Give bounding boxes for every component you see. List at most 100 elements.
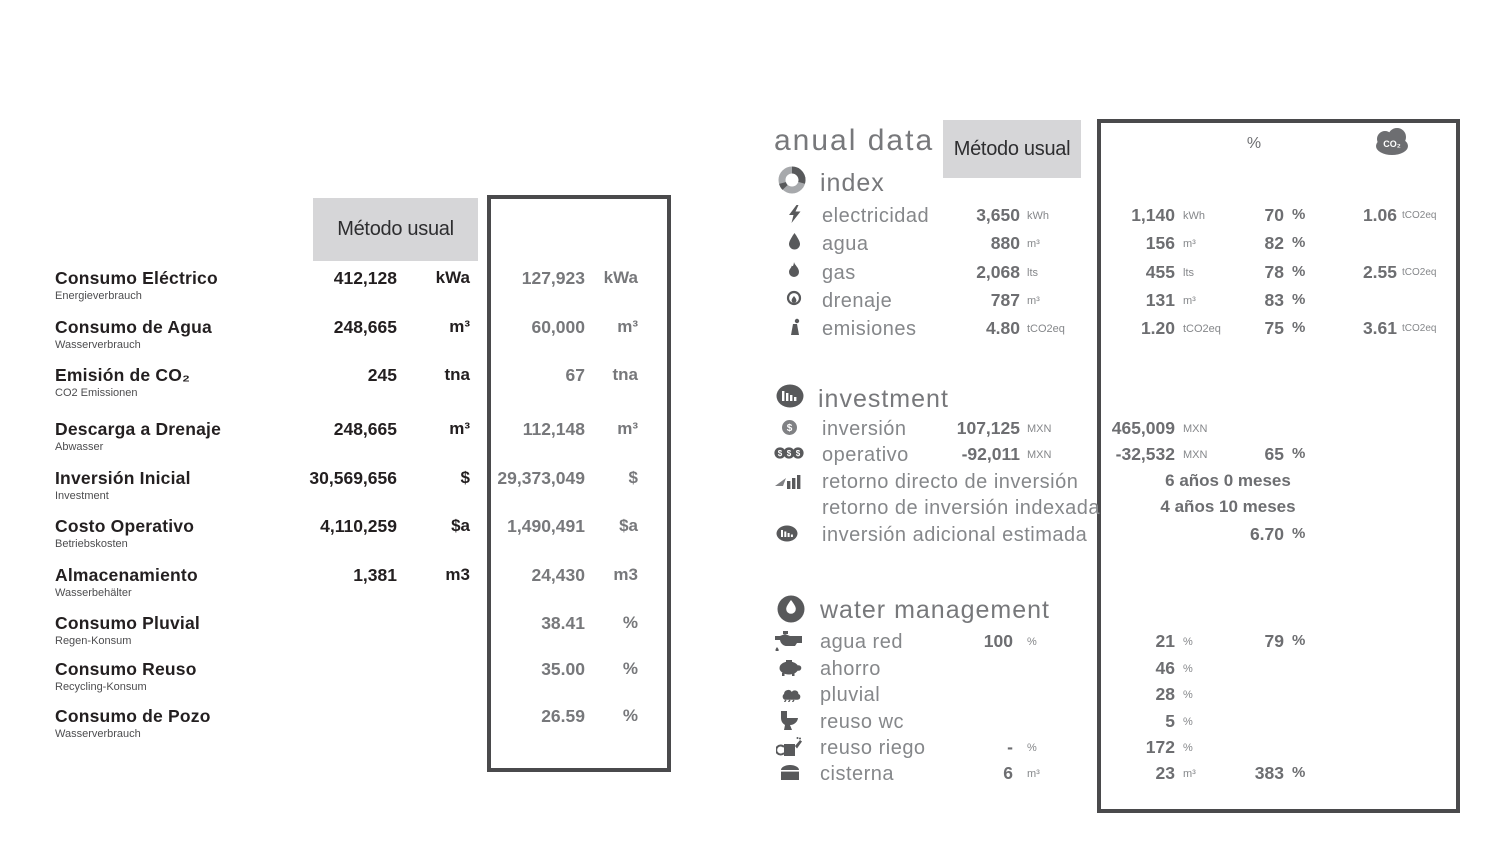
index-row-label: agua	[822, 233, 869, 255]
box-unit: %	[1183, 663, 1193, 675]
dollar-glyph: $	[787, 449, 792, 458]
investment-section-title: investment	[818, 385, 949, 413]
co2-unit: tCO2eq	[1402, 210, 1437, 221]
investment-value: 107,125	[956, 418, 1020, 438]
index-unit: tCO2eq	[1027, 323, 1065, 335]
gas-flame-icon	[787, 262, 801, 279]
row-sublabel: Abwasser	[55, 441, 104, 453]
alt-value: 29,373,049	[497, 468, 585, 488]
pct-symbol: %	[1292, 319, 1306, 336]
usual-value: 30,569,656	[309, 468, 397, 488]
box-unit: %	[1183, 636, 1193, 648]
pct-value: 65	[1264, 444, 1284, 464]
box-unit: MXN	[1183, 423, 1208, 435]
annual-data-title: anual data	[774, 124, 935, 157]
alt-unit: m3	[613, 565, 638, 584]
cistern-icon	[779, 764, 801, 781]
box-value: -32,532	[1115, 444, 1175, 464]
co2-value: 1.06	[1362, 205, 1397, 225]
pct-value: 6.70	[1249, 524, 1284, 544]
co2-value: 2.55	[1362, 262, 1397, 282]
row-label: Consumo Pluvial	[55, 613, 200, 633]
row-label: Costo Operativo	[55, 516, 195, 536]
alt-method-box-left	[487, 195, 671, 772]
alt-value: 127,923	[521, 268, 585, 288]
box-value: 21	[1155, 631, 1175, 651]
index-unit: kWh	[1027, 210, 1049, 222]
box-unit: kWh	[1183, 210, 1205, 222]
usual-unit: $a	[451, 516, 470, 535]
box-unit: lts	[1183, 267, 1194, 279]
box-unit: %	[1183, 716, 1193, 728]
alt-unit: %	[622, 613, 638, 632]
index-value: 880	[990, 233, 1020, 253]
investment-chart-icon	[776, 384, 804, 408]
investment-row-label: inversión	[822, 418, 907, 440]
index-value: 4.80	[985, 318, 1020, 338]
index-value: 3,650	[976, 205, 1020, 225]
row-sublabel: Energieverbrauch	[55, 290, 142, 302]
pct-value: 78	[1264, 262, 1284, 282]
index-section-title: index	[820, 169, 885, 197]
co2-cloud-label: CO₂	[1383, 139, 1401, 149]
pct-symbol: %	[1292, 263, 1306, 280]
pct-value: 82	[1264, 233, 1284, 253]
row-sublabel: Investment	[55, 490, 109, 502]
water-row-label: cisterna	[820, 763, 895, 785]
water-unit: m³	[1027, 768, 1040, 780]
row-label: Consumo Reuso	[55, 659, 197, 679]
box-value: 5	[1165, 711, 1175, 731]
dollar-glyph: $	[796, 449, 801, 458]
alt-value: 1,490,491	[507, 516, 585, 536]
usual-unit: tna	[444, 365, 471, 384]
pct-value: 75	[1264, 318, 1284, 338]
investment-row-label: retorno de inversión indexada	[822, 497, 1101, 519]
usual-value: 1,381	[353, 565, 397, 585]
water-row-label: ahorro	[820, 658, 881, 680]
box-value: 172	[1145, 737, 1175, 757]
toilet-icon	[778, 711, 800, 730]
alt-unit: kWa	[603, 268, 638, 287]
alt-value: 38.41	[541, 613, 585, 633]
watering-can-icon	[776, 737, 802, 756]
alt-value: 112,148	[522, 419, 585, 439]
water-section-title: water management	[820, 596, 1051, 624]
co2-value: 3.61	[1362, 318, 1397, 338]
alt-value: 67	[565, 365, 585, 385]
pct-symbol: %	[1292, 445, 1306, 462]
row-label: Emisión de CO₂	[55, 365, 191, 385]
row-sublabel: Wasserverbrauch	[55, 728, 141, 740]
investment-unit: MXN	[1027, 423, 1052, 435]
investment-row-label: inversión adicional estimada	[822, 524, 1088, 546]
box-value: 455	[1145, 262, 1175, 282]
water-value: -	[1007, 737, 1013, 757]
row-sublabel: Regen-Konsum	[55, 635, 132, 647]
box-value: 1,140	[1131, 205, 1175, 225]
investment-row-label: retorno directo de inversión	[822, 471, 1079, 493]
usual-unit: m³	[449, 419, 470, 438]
box-value: 28	[1155, 684, 1175, 704]
co2-unit: tCO2eq	[1402, 323, 1437, 334]
co2-unit: tCO2eq	[1402, 267, 1437, 278]
box-unit: m³	[1183, 295, 1196, 307]
row-label: Consumo Eléctrico	[55, 268, 218, 288]
pct-symbol: %	[1292, 234, 1306, 251]
emissions-icon	[788, 318, 802, 335]
row-label: Consumo de Agua	[55, 317, 212, 337]
index-row-label: emisiones	[822, 318, 917, 340]
alt-value: 26.59	[541, 706, 585, 726]
payback-period: 4 años 10 meses	[1160, 497, 1296, 516]
box-unit: m³	[1183, 768, 1196, 780]
water-unit: %	[1027, 636, 1037, 648]
usual-value: 4,110,259	[320, 516, 397, 536]
pct-value: 79	[1264, 631, 1284, 651]
box-value: 46	[1155, 658, 1175, 678]
alt-unit: %	[622, 706, 638, 725]
rain-cloud-icon	[778, 684, 802, 702]
index-unit: m³	[1027, 295, 1040, 307]
pct-value: 383	[1254, 763, 1284, 783]
index-value: 2,068	[976, 262, 1020, 282]
box-value: 465,009	[1111, 418, 1175, 438]
usual-value: 245	[367, 365, 397, 385]
